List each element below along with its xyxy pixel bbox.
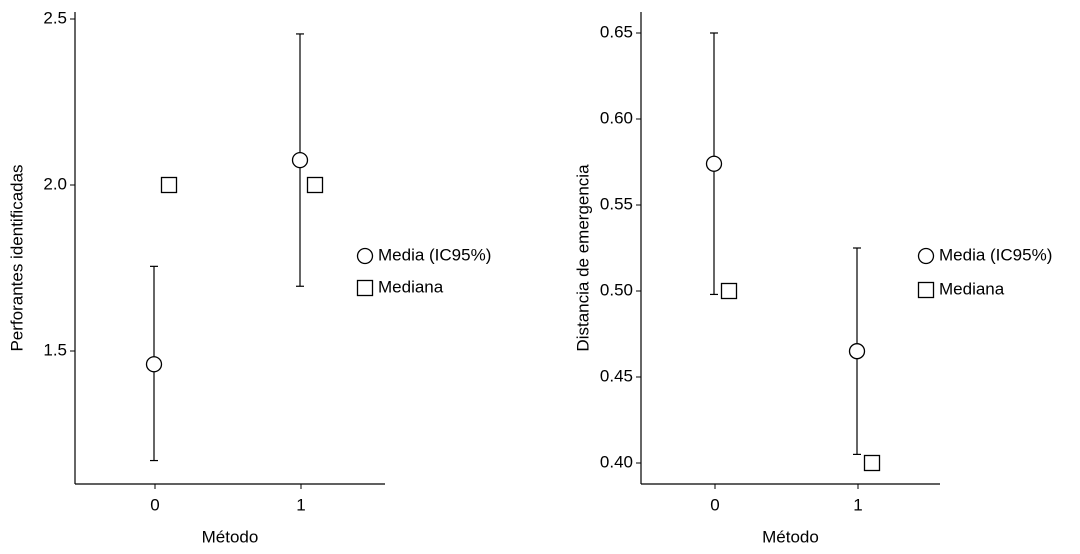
median-point — [720, 282, 738, 300]
mean-point — [145, 356, 163, 373]
median-point — [160, 176, 178, 194]
y-tick-label: 0.45 — [600, 366, 633, 385]
x-axis-label: Método — [762, 527, 819, 546]
legend-label: Media (IC95%) — [939, 245, 1052, 264]
y-tick-label: 1.5 — [43, 340, 67, 359]
y-tick-label: 0.55 — [600, 194, 633, 213]
y-tick-label: 0.60 — [600, 108, 633, 127]
x-tick-label: 1 — [853, 495, 862, 514]
x-tick-label: 0 — [150, 495, 159, 514]
mean-point — [705, 155, 723, 172]
y-tick-label: 2.0 — [43, 174, 67, 193]
legend-square-icon — [356, 279, 374, 297]
y-tick-label: 0.40 — [600, 452, 633, 471]
x-tick-label: 0 — [710, 495, 719, 514]
y-tick-label: 0.65 — [600, 22, 633, 41]
median-point — [306, 176, 324, 194]
y-axis-label: Distancia de emergencia — [573, 164, 592, 352]
median-point — [863, 454, 881, 472]
y-axis-label: Perforantes identificadas — [7, 164, 26, 351]
mean-point — [848, 343, 866, 360]
y-tick-label: 0.50 — [600, 280, 633, 299]
x-tick-label: 1 — [296, 495, 305, 514]
x-axis-label: Método — [202, 527, 259, 546]
legend-label: Mediana — [378, 277, 444, 296]
mean-point — [291, 151, 309, 169]
legend-circle-icon — [356, 247, 374, 265]
legend-label: Media (IC95%) — [378, 245, 491, 264]
legend-circle-icon — [917, 247, 935, 265]
y-tick-label: 2.5 — [43, 8, 67, 27]
legend-square-icon — [917, 281, 935, 299]
legend-label: Mediana — [939, 279, 1005, 298]
